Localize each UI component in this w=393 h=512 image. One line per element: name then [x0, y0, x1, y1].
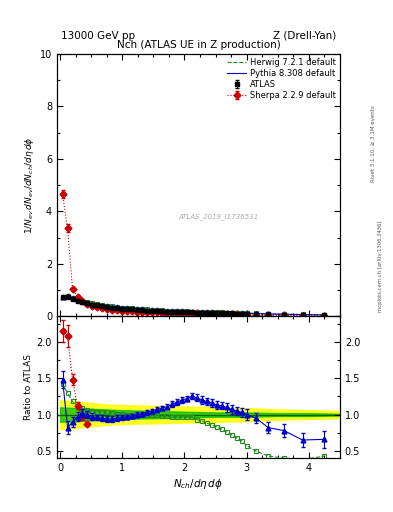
Pythia 8.308 default: [253, 310, 258, 316]
Herwig 7.2.1 default: [60, 293, 65, 300]
Pythia 8.308 default: [224, 310, 229, 316]
Pythia 8.308 default: [135, 306, 140, 312]
X-axis label: $N_{ch}/d\eta\,d\phi$: $N_{ch}/d\eta\,d\phi$: [173, 477, 224, 492]
Pythia 8.308 default: [65, 293, 70, 300]
Pythia 8.308 default: [155, 307, 160, 313]
Herwig 7.2.1 default: [125, 305, 130, 311]
Pythia 8.308 default: [60, 294, 65, 300]
Pythia 8.308 default: [115, 304, 119, 310]
Herwig 7.2.1 default: [160, 307, 164, 313]
Pythia 8.308 default: [200, 309, 204, 315]
Herwig 7.2.1 default: [70, 294, 75, 301]
Pythia 8.308 default: [140, 306, 145, 312]
Pythia 8.308 default: [85, 300, 90, 306]
Pythia 8.308 default: [230, 310, 234, 316]
Pythia 8.308 default: [204, 309, 209, 315]
Pythia 8.308 default: [145, 307, 149, 313]
Herwig 7.2.1 default: [130, 305, 134, 311]
Herwig 7.2.1 default: [145, 306, 149, 312]
Pythia 8.308 default: [215, 309, 219, 315]
Pythia 8.308 default: [174, 308, 179, 314]
Legend: Herwig 7.2.1 default, Pythia 8.308 default, ATLAS, Sherpa 2.2.9 default: Herwig 7.2.1 default, Pythia 8.308 defau…: [226, 56, 338, 102]
Herwig 7.2.1 default: [224, 309, 229, 315]
Pythia 8.308 default: [282, 311, 286, 317]
Herwig 7.2.1 default: [100, 302, 105, 308]
Herwig 7.2.1 default: [174, 308, 179, 314]
Herwig 7.2.1 default: [180, 308, 184, 314]
Pythia 8.308 default: [80, 298, 85, 305]
Pythia 8.308 default: [75, 297, 80, 303]
Pythia 8.308 default: [180, 308, 184, 314]
Text: Rivet 3.1.10, ≥ 3.1M events: Rivet 3.1.10, ≥ 3.1M events: [371, 105, 376, 182]
Pythia 8.308 default: [165, 308, 169, 314]
Herwig 7.2.1 default: [195, 309, 199, 315]
Pythia 8.308 default: [110, 304, 115, 310]
Pythia 8.308 default: [219, 310, 224, 316]
Pythia 8.308 default: [234, 310, 239, 316]
Pythia 8.308 default: [120, 305, 125, 311]
Line: Herwig 7.2.1 default: Herwig 7.2.1 default: [62, 295, 324, 315]
Herwig 7.2.1 default: [239, 310, 244, 316]
Herwig 7.2.1 default: [80, 298, 85, 304]
Herwig 7.2.1 default: [150, 307, 154, 313]
Pythia 8.308 default: [244, 310, 249, 316]
Herwig 7.2.1 default: [300, 311, 305, 317]
Pythia 8.308 default: [95, 302, 100, 308]
Pythia 8.308 default: [125, 305, 130, 311]
Pythia 8.308 default: [170, 308, 174, 314]
Pythia 8.308 default: [185, 309, 189, 315]
Text: ATLAS_2019_I1736531: ATLAS_2019_I1736531: [178, 213, 258, 220]
Herwig 7.2.1 default: [105, 303, 110, 309]
Herwig 7.2.1 default: [90, 300, 95, 306]
Herwig 7.2.1 default: [189, 309, 194, 315]
Pythia 8.308 default: [100, 303, 105, 309]
Herwig 7.2.1 default: [234, 310, 239, 316]
Herwig 7.2.1 default: [85, 299, 90, 305]
Pythia 8.308 default: [70, 295, 75, 301]
Herwig 7.2.1 default: [282, 311, 286, 317]
Herwig 7.2.1 default: [230, 310, 234, 316]
Herwig 7.2.1 default: [185, 308, 189, 314]
Herwig 7.2.1 default: [135, 306, 140, 312]
Pythia 8.308 default: [239, 310, 244, 316]
Herwig 7.2.1 default: [120, 305, 125, 311]
Herwig 7.2.1 default: [244, 310, 249, 316]
Herwig 7.2.1 default: [215, 309, 219, 315]
Herwig 7.2.1 default: [266, 311, 271, 317]
Herwig 7.2.1 default: [110, 303, 115, 309]
Herwig 7.2.1 default: [115, 304, 119, 310]
Y-axis label: $1/N_{ev}\,dN_{ev}/dN_{ch}/d\eta\,d\phi$: $1/N_{ev}\,dN_{ev}/dN_{ch}/d\eta\,d\phi$: [23, 136, 36, 234]
Herwig 7.2.1 default: [140, 306, 145, 312]
Pythia 8.308 default: [266, 311, 271, 317]
Y-axis label: Ratio to ATLAS: Ratio to ATLAS: [24, 354, 33, 420]
Pythia 8.308 default: [209, 309, 214, 315]
Pythia 8.308 default: [130, 306, 134, 312]
Pythia 8.308 default: [189, 309, 194, 315]
Herwig 7.2.1 default: [95, 301, 100, 307]
Herwig 7.2.1 default: [165, 308, 169, 314]
Pythia 8.308 default: [322, 312, 327, 318]
Text: Z (Drell-Yan): Z (Drell-Yan): [273, 31, 336, 41]
Herwig 7.2.1 default: [253, 310, 258, 316]
Line: Pythia 8.308 default: Pythia 8.308 default: [62, 296, 324, 315]
Pythia 8.308 default: [90, 301, 95, 307]
Herwig 7.2.1 default: [75, 296, 80, 303]
Text: mcplots.cern.ch [arXiv:1306.3436]: mcplots.cern.ch [arXiv:1306.3436]: [378, 221, 383, 312]
Herwig 7.2.1 default: [209, 309, 214, 315]
Title: Nch (ATLAS UE in Z production): Nch (ATLAS UE in Z production): [117, 40, 280, 50]
Herwig 7.2.1 default: [219, 309, 224, 315]
Pythia 8.308 default: [300, 311, 305, 317]
Pythia 8.308 default: [160, 308, 164, 314]
Herwig 7.2.1 default: [322, 312, 327, 318]
Herwig 7.2.1 default: [155, 307, 160, 313]
Herwig 7.2.1 default: [200, 309, 204, 315]
Pythia 8.308 default: [150, 307, 154, 313]
Text: 13000 GeV pp: 13000 GeV pp: [61, 31, 135, 41]
Herwig 7.2.1 default: [170, 308, 174, 314]
Herwig 7.2.1 default: [204, 309, 209, 315]
Pythia 8.308 default: [195, 309, 199, 315]
Pythia 8.308 default: [105, 303, 110, 309]
Herwig 7.2.1 default: [65, 292, 70, 298]
